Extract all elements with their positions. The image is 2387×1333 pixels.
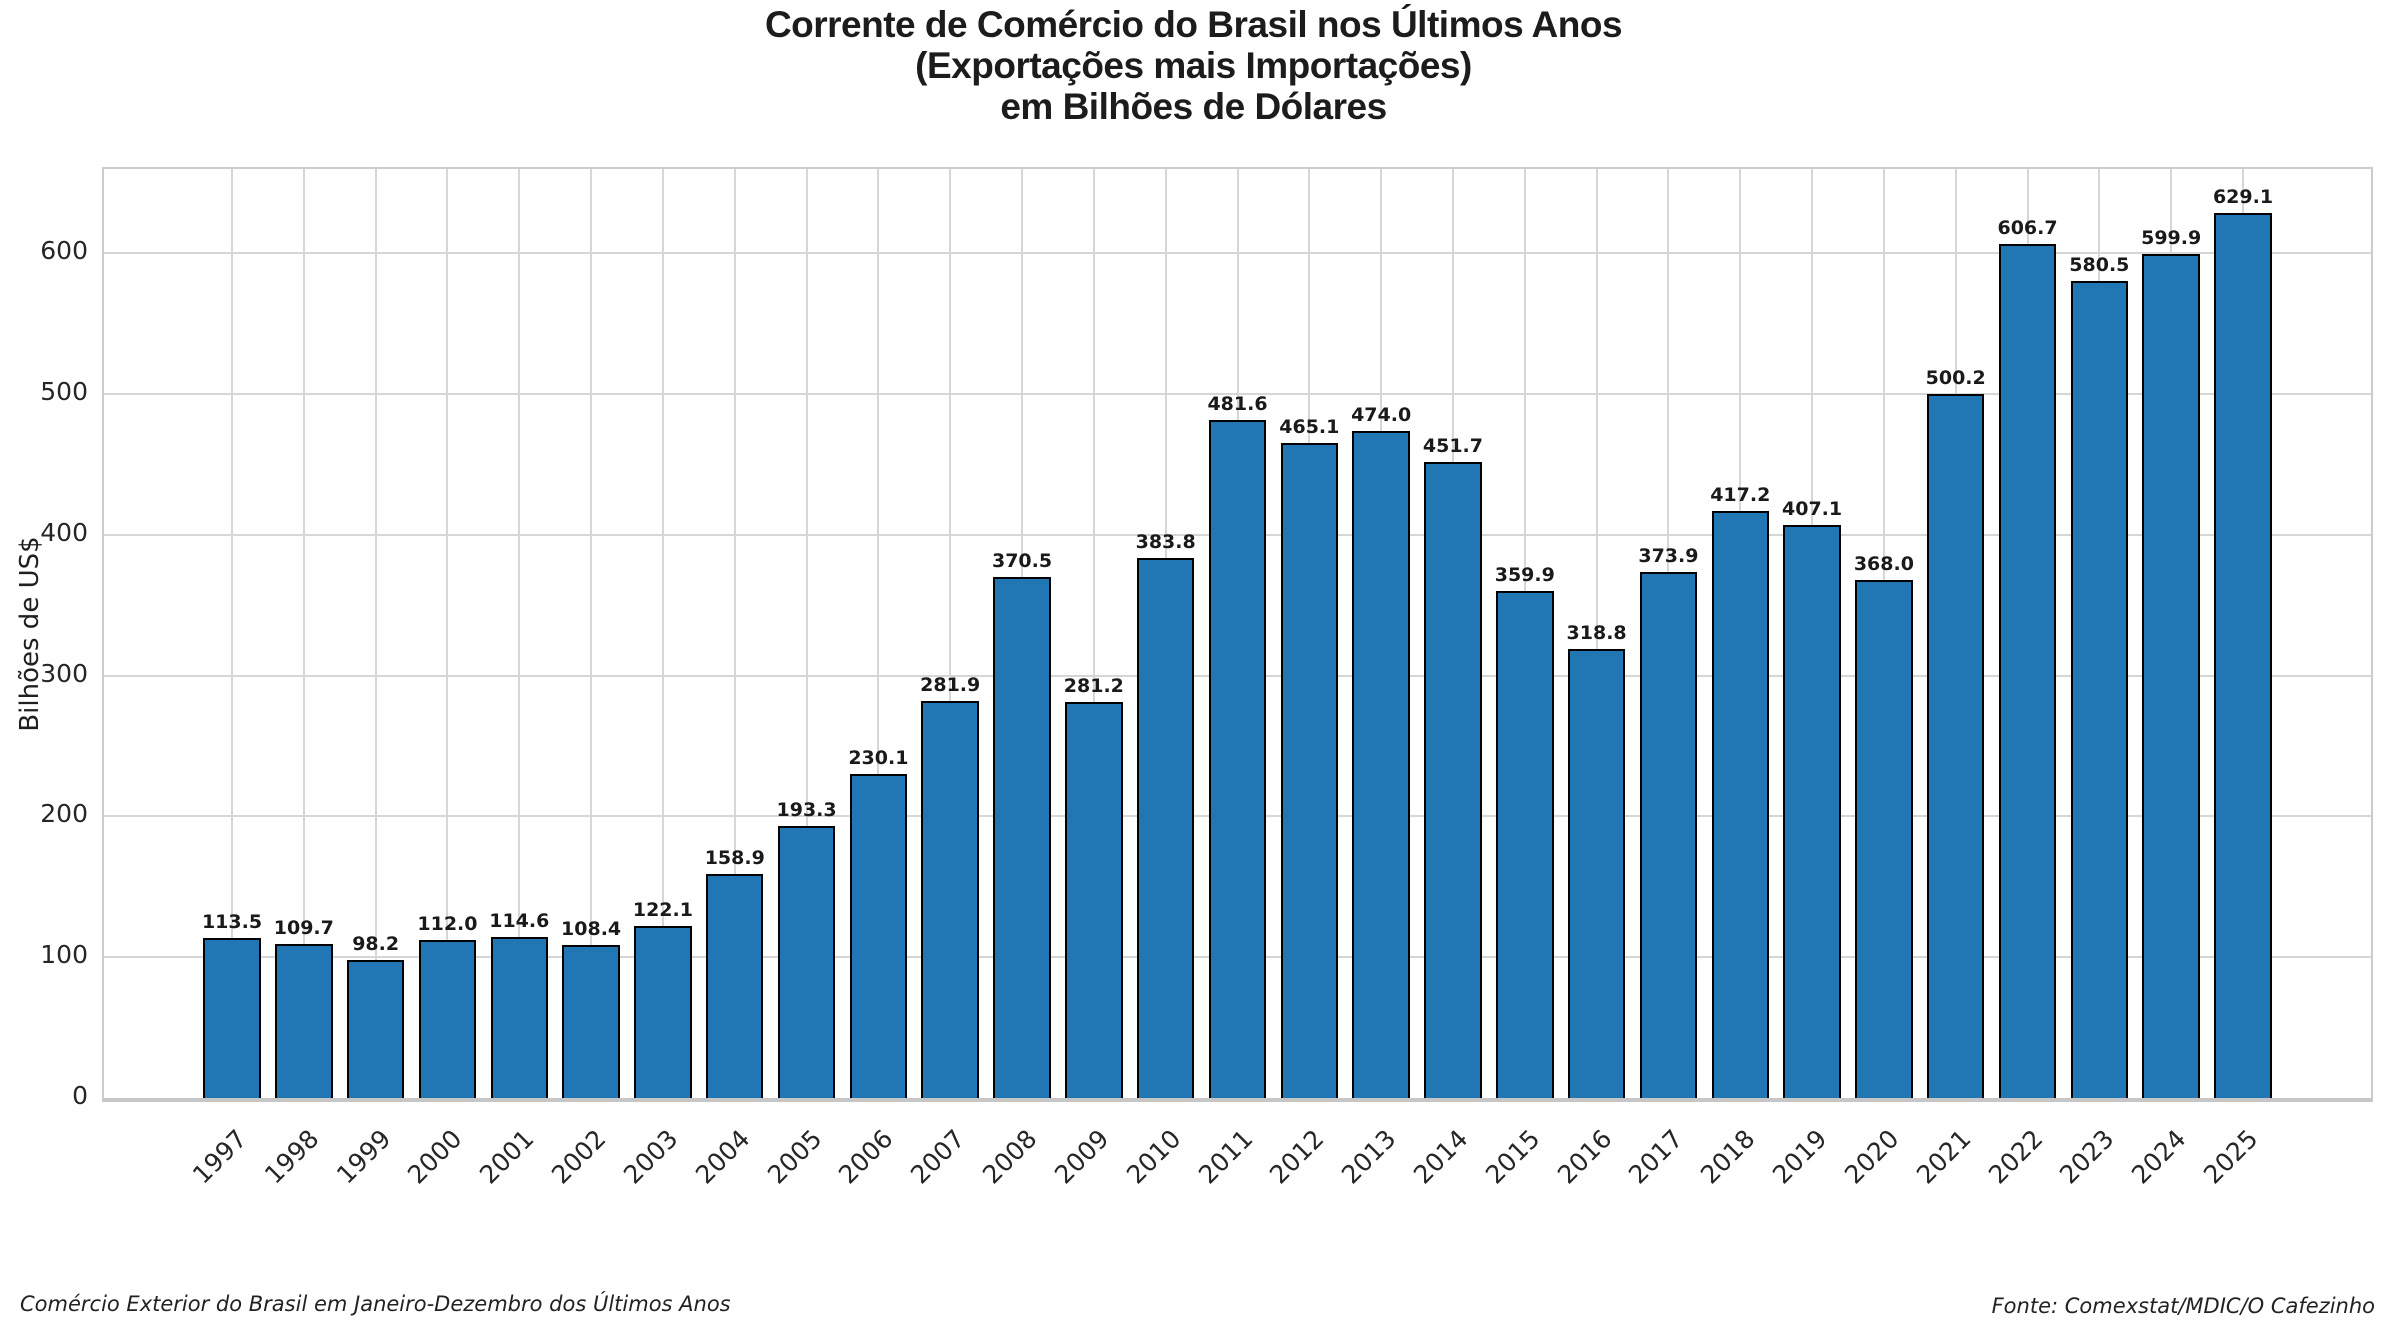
bar-value-label: 113.5 [201, 911, 263, 934]
bar [1711, 510, 1769, 1098]
y-tick-label: 100 [40, 940, 88, 970]
bar [346, 959, 405, 1098]
bar [2214, 212, 2272, 1098]
bar [1496, 591, 1554, 1098]
gridline-vertical [661, 169, 664, 1098]
y-tick-label: 300 [40, 658, 88, 688]
bar-value-label: 158.9 [704, 847, 765, 870]
bar-value-label: 109.7 [273, 916, 334, 939]
bar [1424, 462, 1482, 1098]
y-axis-ticks: 0 100 200 300 400 500 600 [0, 167, 96, 1110]
bar-value-label: 580.5 [2069, 253, 2130, 276]
bar [1208, 420, 1267, 1098]
bar-value-label: 629.1 [2212, 185, 2274, 208]
y-tick-label: 600 [40, 236, 88, 266]
bar [203, 938, 261, 1098]
bar-value-label: 230.1 [848, 747, 909, 770]
bar [1926, 393, 1985, 1098]
bar [2142, 253, 2200, 1098]
gridline-vertical [805, 169, 808, 1098]
gridline-vertical [231, 169, 233, 1098]
bar-value-label: 370.5 [991, 549, 1053, 572]
plot-area: 113.5 109.7 98.2 112.0 114.6 108.4 122.1 158.9 1… [102, 167, 2373, 1102]
bar [1783, 524, 1841, 1098]
bar-value-label: 383.8 [1135, 530, 1196, 553]
bar-value-label: 108.4 [561, 918, 622, 941]
bar-value-label: 599.9 [2141, 226, 2202, 249]
bar-value-label: 417.2 [1710, 483, 1771, 506]
chart-title-line1: Corrente de Comércio do Brasil nos Últim… [764, 4, 1623, 45]
footer-caption: Comércio Exterior do Brasil em Janeiro-D… [20, 1292, 731, 1316]
chart-title-line3: em Bilhões de Dólares [1000, 86, 1387, 127]
gridline-vertical [877, 169, 880, 1098]
bar [706, 874, 764, 1098]
bar [777, 825, 836, 1098]
x-tick-label: 1997 [187, 1124, 253, 1190]
y-tick-label: 400 [40, 517, 88, 547]
gridline-vertical [518, 169, 521, 1098]
gridline-vertical [733, 169, 736, 1098]
x-axis-ticks: 1997 1998 1999 2000 2001 2002 2003 2004 2005 2006… [102, 1106, 2373, 1216]
bar [993, 576, 1051, 1098]
footer-source: Fonte: Comexstat/MDIC/O Cafezinho [1991, 1294, 2375, 1318]
bar-value-label: 481.6 [1207, 393, 1268, 416]
bar [849, 774, 908, 1098]
y-tick-label: 200 [40, 799, 88, 829]
gridline-vertical [1595, 169, 1598, 1098]
bar [490, 936, 548, 1098]
bar [1352, 430, 1410, 1098]
bar-value-label: 407.1 [1782, 497, 1843, 520]
bar [2070, 280, 2129, 1098]
chart-title-line2: (Exportações mais Importações) [915, 45, 1472, 86]
bar [1280, 443, 1339, 1098]
y-tick-label: 0 [72, 1081, 88, 1110]
bar-value-label: 368.0 [1853, 553, 1914, 576]
gridline-vertical [302, 169, 305, 1098]
gridline-vertical [590, 169, 593, 1098]
bar-value-label: 122.1 [632, 899, 693, 922]
bar-value-label: 114.6 [489, 909, 550, 932]
gridline-vertical [374, 169, 377, 1098]
bar-value-label: 281.9 [920, 674, 981, 697]
bar-value-label: 281.2 [1063, 675, 1124, 698]
bar-value-label: 500.2 [1925, 366, 1986, 389]
chart-title: Corrente de Comércio do Brasil nos Últim… [0, 4, 2387, 127]
bar-value-label: 98.2 [352, 932, 400, 955]
bar [634, 926, 692, 1098]
bar [1065, 702, 1123, 1098]
bar [921, 701, 979, 1098]
bar-value-label: 465.1 [1279, 416, 1340, 439]
y-tick-label: 500 [40, 377, 88, 407]
bar-value-label: 112.0 [417, 913, 478, 936]
gridline-vertical [446, 169, 449, 1098]
bar-value-label: 474.0 [1351, 403, 1412, 426]
bar-value-label: 193.3 [776, 798, 837, 821]
bar [275, 943, 333, 1098]
bar [1136, 557, 1195, 1098]
bar [1567, 649, 1626, 1098]
bar-value-label: 373.9 [1638, 544, 1699, 567]
bar-value-label: 359.9 [1494, 564, 1555, 587]
bar [1855, 580, 1913, 1098]
gridline-vertical [949, 169, 952, 1098]
bar [1998, 244, 2057, 1098]
gridline-vertical [1092, 169, 1095, 1098]
bar-value-label: 606.7 [1997, 217, 2058, 240]
bar [418, 940, 477, 1098]
bar [1639, 571, 1698, 1098]
bar [562, 945, 620, 1098]
bar-value-label: 451.7 [1422, 435, 1483, 458]
bar-value-label: 318.8 [1566, 622, 1627, 645]
